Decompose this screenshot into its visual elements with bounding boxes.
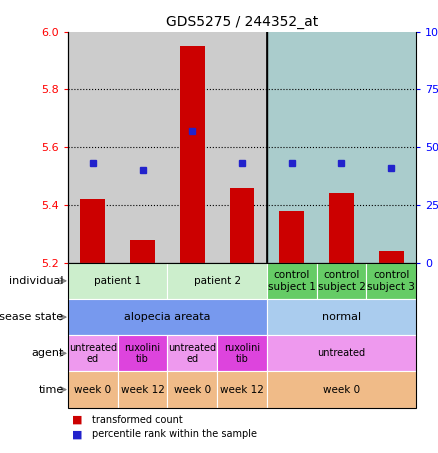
Bar (80, 199, 105, 263)
Bar (180, 46, 205, 263)
Bar (130, 240, 155, 263)
Bar (267, 32, 317, 263)
Text: untreated: untreated (318, 348, 366, 358)
Text: ruxolini
tib: ruxolini tib (224, 342, 260, 364)
Text: week 12: week 12 (220, 385, 264, 395)
Title: GDS5275 / 244352_at: GDS5275 / 244352_at (166, 15, 318, 29)
Bar (68, 32, 118, 263)
Text: control
subject 3: control subject 3 (367, 270, 415, 292)
Text: normal: normal (322, 312, 361, 322)
Text: disease state: disease state (0, 312, 64, 322)
Bar (317, 32, 366, 263)
Text: untreated
ed: untreated ed (168, 342, 216, 364)
Bar (366, 32, 416, 263)
Text: ■: ■ (72, 415, 83, 425)
Bar (329, 193, 354, 263)
Text: untreated
ed: untreated ed (69, 342, 117, 364)
Text: week 0: week 0 (74, 385, 111, 395)
Text: agent: agent (31, 348, 64, 358)
Text: alopecia areata: alopecia areata (124, 312, 211, 322)
Text: percentile rank within the sample: percentile rank within the sample (92, 429, 257, 439)
Bar (279, 211, 304, 263)
Bar (379, 251, 404, 263)
Text: ■: ■ (72, 429, 83, 439)
Bar (230, 188, 254, 263)
Text: individual: individual (9, 276, 64, 286)
Text: patient 1: patient 1 (94, 276, 141, 286)
Bar (167, 32, 217, 263)
Text: transformed count: transformed count (92, 415, 183, 425)
Bar (217, 32, 267, 263)
Text: time: time (38, 385, 64, 395)
Text: patient 2: patient 2 (194, 276, 241, 286)
Text: week 0: week 0 (174, 385, 211, 395)
Text: week 0: week 0 (323, 385, 360, 395)
Text: control
subject 2: control subject 2 (318, 270, 365, 292)
Bar (118, 32, 167, 263)
Text: control
subject 1: control subject 1 (268, 270, 316, 292)
Text: ruxolini
tib: ruxolini tib (124, 342, 161, 364)
Text: week 12: week 12 (120, 385, 164, 395)
